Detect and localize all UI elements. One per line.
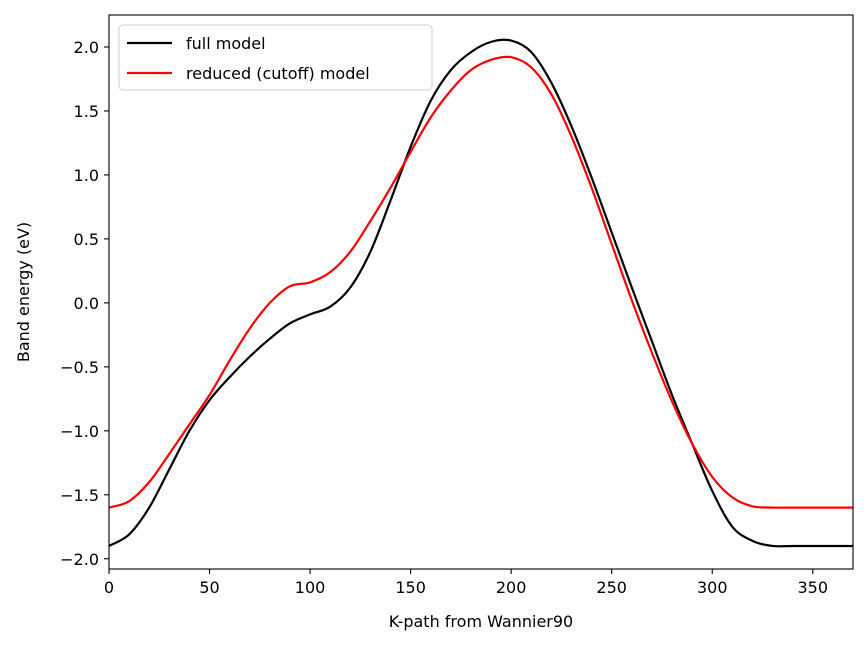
series-line-1: [109, 38, 853, 548]
x-tick-label: 250: [596, 578, 627, 597]
y-tick-label: −0.5: [60, 358, 99, 377]
legend-label-1: full model: [186, 34, 266, 53]
x-tick-label: 150: [395, 578, 426, 597]
x-axis-label: K-path from Wannier90: [389, 612, 573, 631]
axes-frame: [108, 14, 854, 570]
x-tick-label: 100: [295, 578, 326, 597]
series-line-2: [109, 55, 853, 509]
y-tick-label: 1.0: [74, 166, 99, 185]
x-tick-label: 200: [496, 578, 527, 597]
axes: 0 50 100 150 200 250 300 350 −2.0 −1.5 −1.0 −0.5 0.0…: [60, 14, 854, 597]
y-tick-label: −1.0: [60, 422, 99, 441]
x-tick-label: 0: [104, 578, 114, 597]
y-axis-label: Band energy (eV): [14, 222, 33, 362]
legend: full model reduced (cutoff) model: [118, 24, 433, 91]
x-tick-label: 50: [199, 578, 219, 597]
y-tick-label: −1.5: [60, 486, 99, 505]
y-tick-label: 0.0: [74, 294, 99, 313]
y-tick-label: 2.0: [74, 38, 99, 57]
legend-box: [118, 24, 433, 91]
x-tick-label: 300: [697, 578, 728, 597]
y-tick-label: 1.5: [74, 102, 99, 121]
x-tick-label: 350: [798, 578, 829, 597]
legend-label-2: reduced (cutoff) model: [186, 64, 370, 83]
y-tick-label: 0.5: [74, 230, 99, 249]
plot-area: [109, 38, 853, 548]
y-tick-label: −2.0: [60, 550, 99, 569]
